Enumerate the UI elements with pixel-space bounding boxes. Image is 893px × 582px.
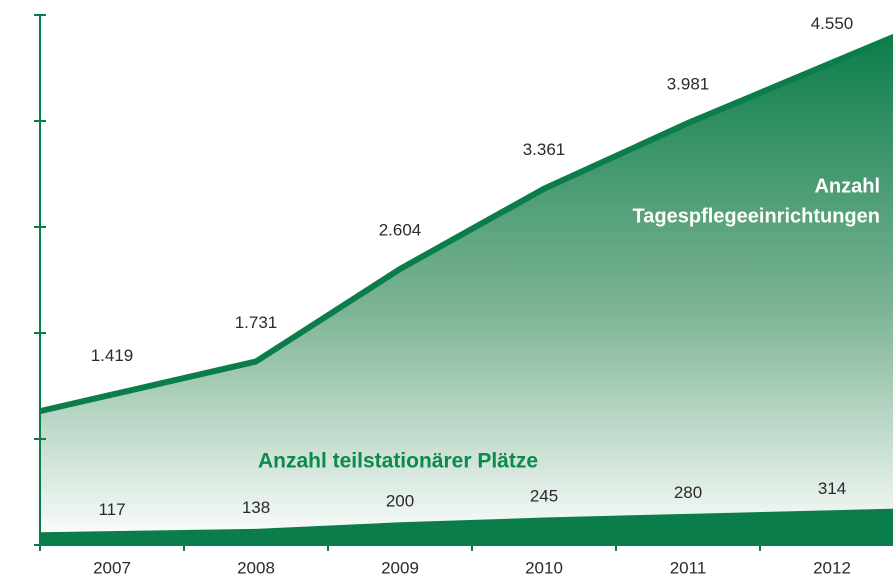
value-label: 3.981	[667, 74, 710, 93]
line	[111, 59, 834, 398]
x-tick-label: 2012	[813, 558, 851, 577]
value-label: 200	[386, 491, 414, 510]
value-label: 1.419	[91, 346, 134, 365]
value-label: 3.361	[523, 140, 566, 159]
series-label: Anzahl teilstationärer Plätze	[258, 450, 538, 473]
value-label: 117	[98, 500, 125, 519]
value-label: 314	[818, 479, 846, 498]
x-tick-label: 2008	[237, 558, 275, 577]
line	[111, 510, 833, 535]
series-label: Tagespflegeeinrichtungen	[633, 205, 880, 227]
x-tick-label: 2009	[381, 558, 419, 577]
x-tick-label: 2011	[670, 558, 707, 577]
area	[40, 510, 893, 545]
area	[40, 37, 893, 545]
value-label: 1.731	[235, 313, 278, 332]
value-label: 4.550	[811, 14, 854, 33]
series-label: Anzahl	[814, 175, 880, 197]
value-label: 138	[242, 498, 270, 517]
value-label: 280	[674, 483, 702, 502]
line-extension	[39, 508, 893, 536]
x-tick-label: 2010	[525, 558, 563, 577]
value-label: 2.604	[379, 220, 422, 239]
line-extension	[39, 33, 893, 415]
value-label: 245	[530, 487, 558, 506]
x-tick-label: 2007	[93, 558, 131, 577]
